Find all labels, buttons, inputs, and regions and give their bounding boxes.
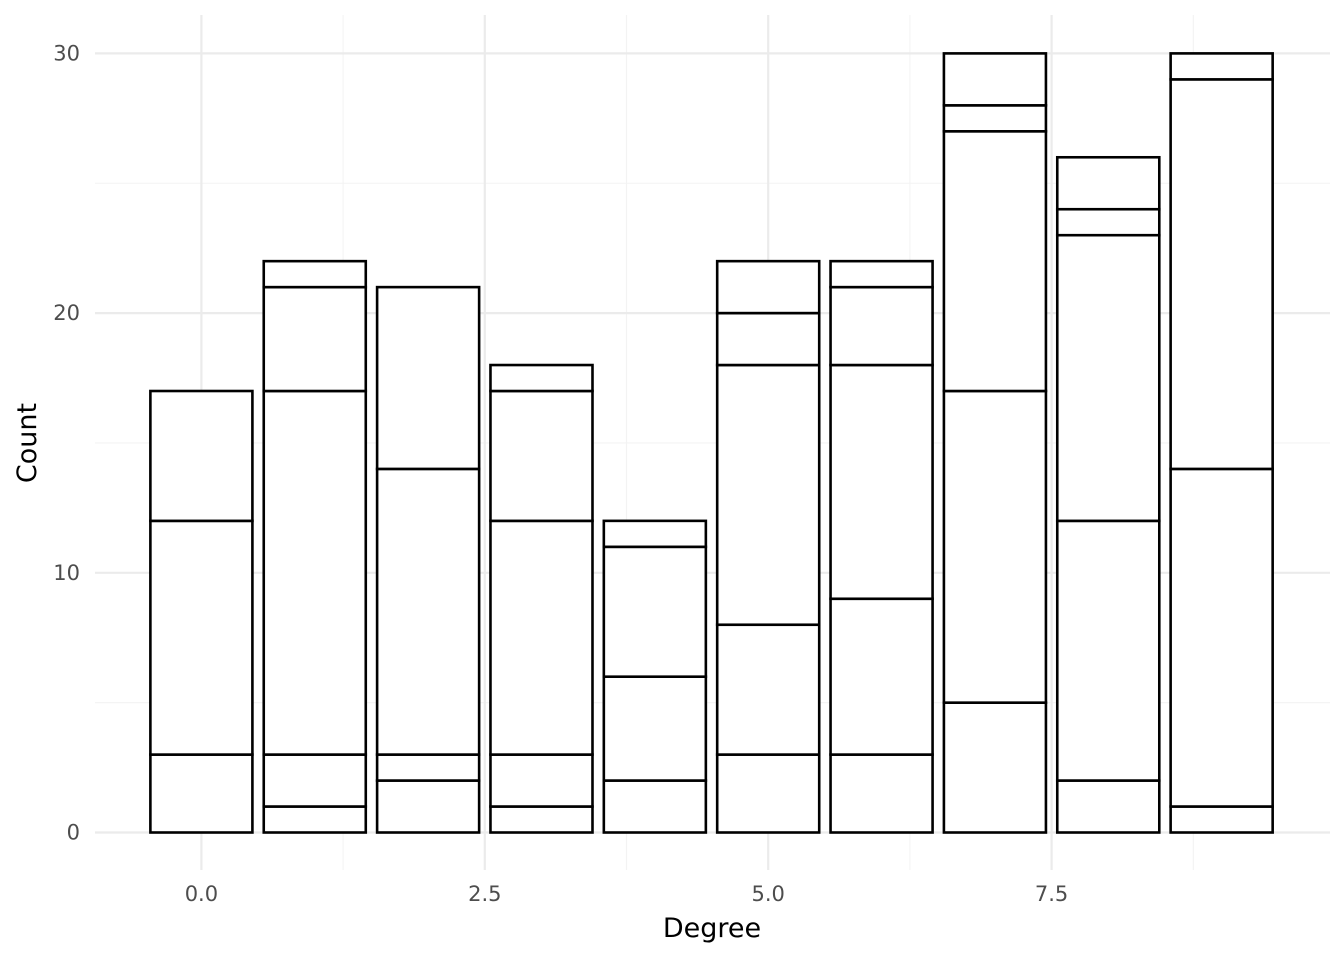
x-axis-title: Degree (663, 913, 761, 944)
bar-segment (1055, 779, 1161, 834)
bar-stack (715, 259, 821, 834)
bar-segment (149, 753, 254, 834)
bar-segment (489, 519, 594, 756)
bar-segment (715, 259, 821, 315)
bar-segment (715, 753, 821, 834)
bar-segment (375, 285, 481, 471)
bar-segment (942, 52, 1048, 107)
bar-segment (942, 130, 1048, 393)
bar-segment (942, 701, 1048, 834)
bar-stack (1055, 155, 1161, 834)
y-axis-ticks: 0 10 20 30 (53, 41, 80, 844)
bar-stack (1169, 52, 1274, 834)
bar-segment (262, 259, 368, 289)
bar-segment (829, 363, 934, 601)
bar-segment (829, 285, 934, 367)
x-tick-label: 7.5 (1035, 882, 1068, 906)
bar-stack (375, 285, 481, 834)
bar-segment (489, 805, 594, 834)
bar-segment (262, 753, 368, 808)
x-tick-label: 0.0 (185, 882, 218, 906)
bar-segment (829, 597, 934, 756)
bar-stack (829, 259, 934, 834)
bar-segment (715, 311, 821, 367)
bar-segment (942, 104, 1048, 133)
bar-segment (489, 363, 594, 393)
bar-segment (1169, 78, 1274, 471)
bar-segment (262, 805, 368, 834)
y-tick-label: 0 (67, 821, 80, 845)
bar-segment (942, 389, 1048, 704)
bar-segment (489, 753, 594, 808)
bar-stack (262, 259, 368, 834)
bar-segment (1169, 467, 1274, 808)
bar-segment (602, 779, 708, 834)
y-axis-title: Count (12, 403, 43, 483)
bar-segment (1055, 519, 1161, 782)
bar-segment (262, 285, 368, 393)
bar-segment (375, 779, 481, 834)
bar-segment (829, 753, 934, 834)
bar-stack (942, 52, 1048, 834)
bar-segment (829, 259, 934, 289)
bar-segment (1055, 233, 1161, 523)
x-tick-label: 2.5 (468, 882, 501, 906)
bar-segment (602, 545, 708, 678)
bar-segment (1055, 207, 1161, 237)
bar-segment (602, 675, 708, 782)
bar-segment (375, 467, 481, 756)
bar-segment (149, 519, 254, 756)
bar-stack (489, 363, 594, 834)
y-tick-label: 20 (53, 301, 80, 325)
bar-stack (602, 519, 708, 834)
bar-stack (149, 389, 254, 834)
bars (149, 52, 1274, 834)
bar-segment (149, 389, 254, 523)
x-tick-label: 5.0 (751, 882, 784, 906)
bar-segment (1169, 805, 1274, 834)
bar-segment (715, 363, 821, 627)
y-tick-label: 30 (53, 41, 80, 65)
x-axis-ticks: 0.0 2.5 5.0 7.5 (185, 882, 1069, 906)
bar-segment (1055, 155, 1161, 211)
bar-segment (1169, 52, 1274, 81)
bar-segment (489, 389, 594, 523)
bar-segment (715, 623, 821, 756)
y-tick-label: 10 (53, 561, 80, 585)
bar-segment (375, 753, 481, 782)
bar-segment (262, 389, 368, 756)
bar-segment (602, 519, 708, 549)
